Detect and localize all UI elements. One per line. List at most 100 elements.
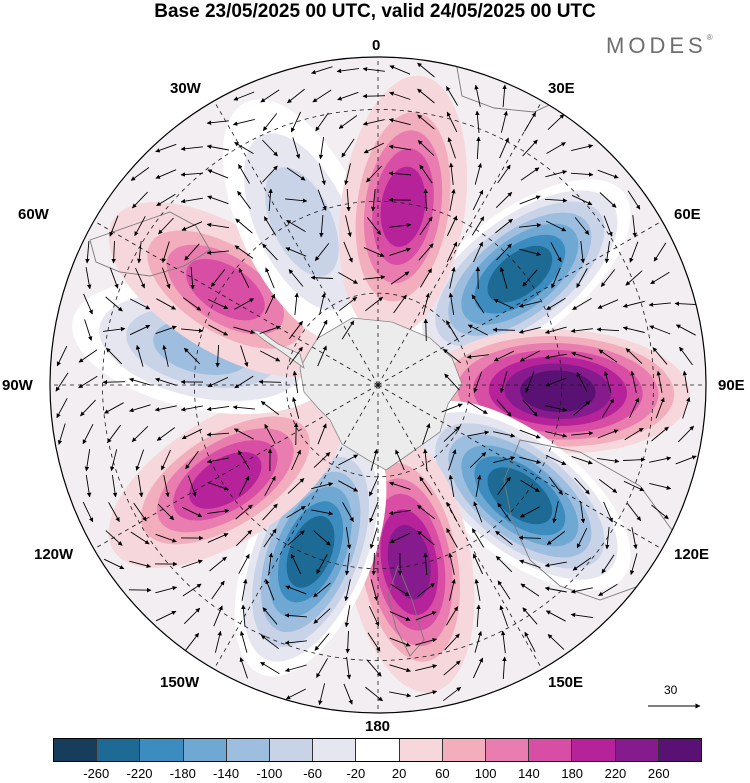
- wind-vector: [570, 587, 593, 594]
- colorbar-swatch: [183, 739, 227, 761]
- wind-vector: [571, 144, 594, 152]
- wind-vector: [317, 423, 327, 445]
- wind-vector: [133, 502, 147, 522]
- wind-vector: [519, 350, 540, 362]
- wind-vector: [522, 139, 538, 157]
- wind-vector: [576, 527, 588, 549]
- wind-vector: [415, 611, 437, 621]
- wind-vector: [495, 191, 513, 209]
- wind-vector: [474, 84, 481, 107]
- wind-vector: [497, 580, 511, 600]
- wind-vector: [604, 241, 611, 264]
- wind-vector: [287, 478, 305, 494]
- wind-vector: [313, 582, 331, 598]
- wind-vector: [183, 347, 201, 365]
- meridian-line: [377, 384, 543, 670]
- wind-vector: [210, 269, 226, 287]
- wind-vector: [338, 115, 358, 129]
- latitude-circle: [193, 200, 563, 570]
- wind-vector: [466, 354, 489, 360]
- wind-vector: [263, 216, 277, 236]
- wind-vector: [520, 479, 540, 493]
- wind-vector: [446, 528, 458, 548]
- wind-vector: [207, 169, 229, 179]
- colorbar-tick-label: -60: [303, 766, 322, 781]
- wind-vector: [181, 559, 203, 568]
- wind-vector: [318, 137, 325, 160]
- wind-vector: [111, 475, 118, 498]
- wind-vector: [499, 266, 508, 289]
- wind-vector: [649, 482, 672, 490]
- wind-vector: [109, 215, 119, 237]
- wind-vector: [214, 630, 222, 653]
- wind-vector: [83, 293, 93, 315]
- colorbar-tick-label: -180: [169, 766, 196, 781]
- brand-name: MODES: [606, 33, 707, 58]
- wind-vector: [238, 267, 250, 289]
- wind-vector: [546, 142, 566, 154]
- wind-vector: [111, 240, 116, 264]
- wind-vector: [389, 222, 412, 228]
- wind-vector: [345, 527, 352, 550]
- colorbar-swatch: [54, 739, 98, 761]
- wind-vector: [545, 405, 568, 412]
- wind-vector: [493, 456, 516, 464]
- wind-vector: [388, 144, 411, 151]
- wind-vector: [262, 165, 278, 183]
- wind-vector: [447, 137, 456, 159]
- wind-vector: [80, 399, 96, 417]
- wind-vector: [262, 139, 278, 157]
- wind-vector: [518, 535, 542, 540]
- wind-vector: [522, 269, 538, 287]
- wind-vector: [598, 583, 618, 597]
- wind-vector: [472, 189, 484, 211]
- wind-vector: [603, 501, 613, 523]
- wind-vector: [419, 476, 433, 496]
- wind-vector: [596, 327, 620, 332]
- lon-label-180: 180: [365, 718, 391, 735]
- south-america-coast: [89, 211, 211, 277]
- wind-vector: [390, 271, 410, 285]
- wind-vector: [389, 691, 412, 698]
- wind-vector: [263, 528, 277, 548]
- wind-vector: [468, 401, 488, 415]
- wind-vector: [181, 428, 203, 440]
- wind-vector: [389, 91, 411, 100]
- wind-vector: [262, 113, 278, 131]
- wind-vector: [313, 530, 331, 546]
- wind-vector: [653, 242, 667, 262]
- wind-vector: [600, 269, 616, 287]
- wind-vector: [545, 170, 568, 178]
- wind-vector: [496, 399, 512, 417]
- wind-vector: [502, 84, 507, 108]
- wind-vector: [519, 456, 542, 464]
- wind-vector: [467, 430, 490, 437]
- wind-vector: [367, 632, 381, 652]
- wind-vector: [423, 318, 429, 342]
- wind-vector: [474, 162, 482, 185]
- wind-vector: [292, 137, 301, 159]
- wind-vector: [318, 163, 326, 186]
- wind-vector: [285, 688, 307, 700]
- wind-vector: [423, 448, 428, 471]
- wind-vector: [497, 476, 511, 496]
- wind-vector: [316, 658, 328, 678]
- wind-vector: [156, 298, 176, 310]
- wind-vector: [284, 640, 307, 645]
- wind-vector: [319, 292, 326, 315]
- wind-vector: [443, 660, 461, 676]
- colorbar-tick-label: 60: [435, 766, 450, 781]
- wind-vector: [346, 188, 351, 212]
- wind-vector: [415, 690, 438, 698]
- wind-vector: [472, 553, 484, 575]
- wind-vector: [443, 348, 461, 364]
- wind-vector: [238, 553, 250, 574]
- wind-vector: [344, 579, 351, 602]
- wind-vector: [258, 379, 282, 385]
- wind-vector: [544, 586, 567, 593]
- wind-vector: [311, 482, 334, 490]
- wind-vector: [215, 344, 220, 368]
- colorbar-tick-label: -100: [256, 766, 283, 781]
- wind-vector: [443, 426, 461, 442]
- wind-vector: [344, 553, 350, 576]
